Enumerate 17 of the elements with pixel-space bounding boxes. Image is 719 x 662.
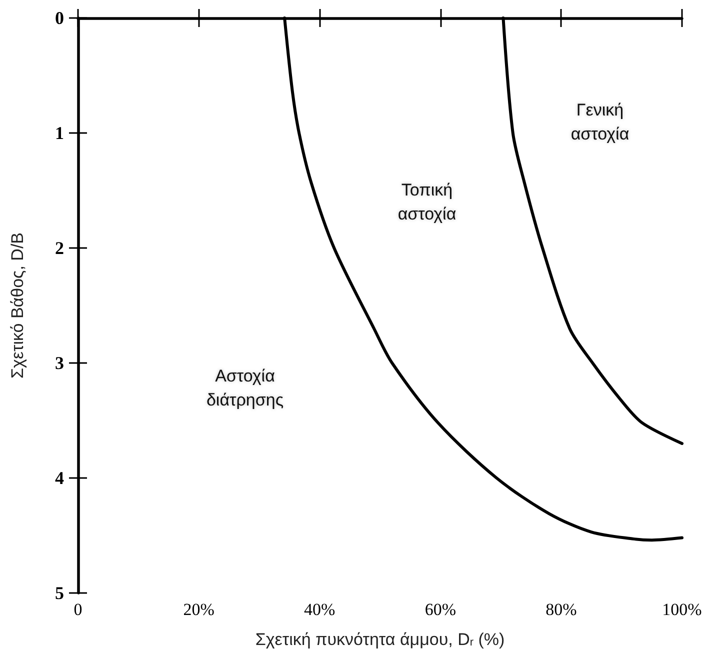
annotation: Γενική αστοχία xyxy=(570,100,630,144)
annotation: Τοπική αστοχία xyxy=(398,180,456,224)
x-tick-label: 80% xyxy=(546,600,577,619)
annotation: Αστοχία διάτρησης xyxy=(206,366,284,410)
x-tick-label: 60% xyxy=(424,600,456,619)
x-tick-label: 0 xyxy=(74,600,82,619)
y-tick-label: 0 xyxy=(55,8,64,28)
x-tick-label: 20% xyxy=(183,600,214,619)
y-tick-label: 2 xyxy=(55,238,64,258)
y-tick-label: 4 xyxy=(55,468,64,488)
y-tick-label: 3 xyxy=(55,353,64,373)
y-tick-label: 1 xyxy=(55,123,64,143)
x-axis-title: Σχετική πυκνότητα άμμου, Dr (%) xyxy=(255,630,505,649)
x-tick-label: 40% xyxy=(304,600,336,619)
y-axis-title: Σχετικό Βάθος, D/B xyxy=(8,232,27,379)
x-tick-label: 100% xyxy=(662,600,702,619)
y-tick-label: 5 xyxy=(55,583,64,603)
